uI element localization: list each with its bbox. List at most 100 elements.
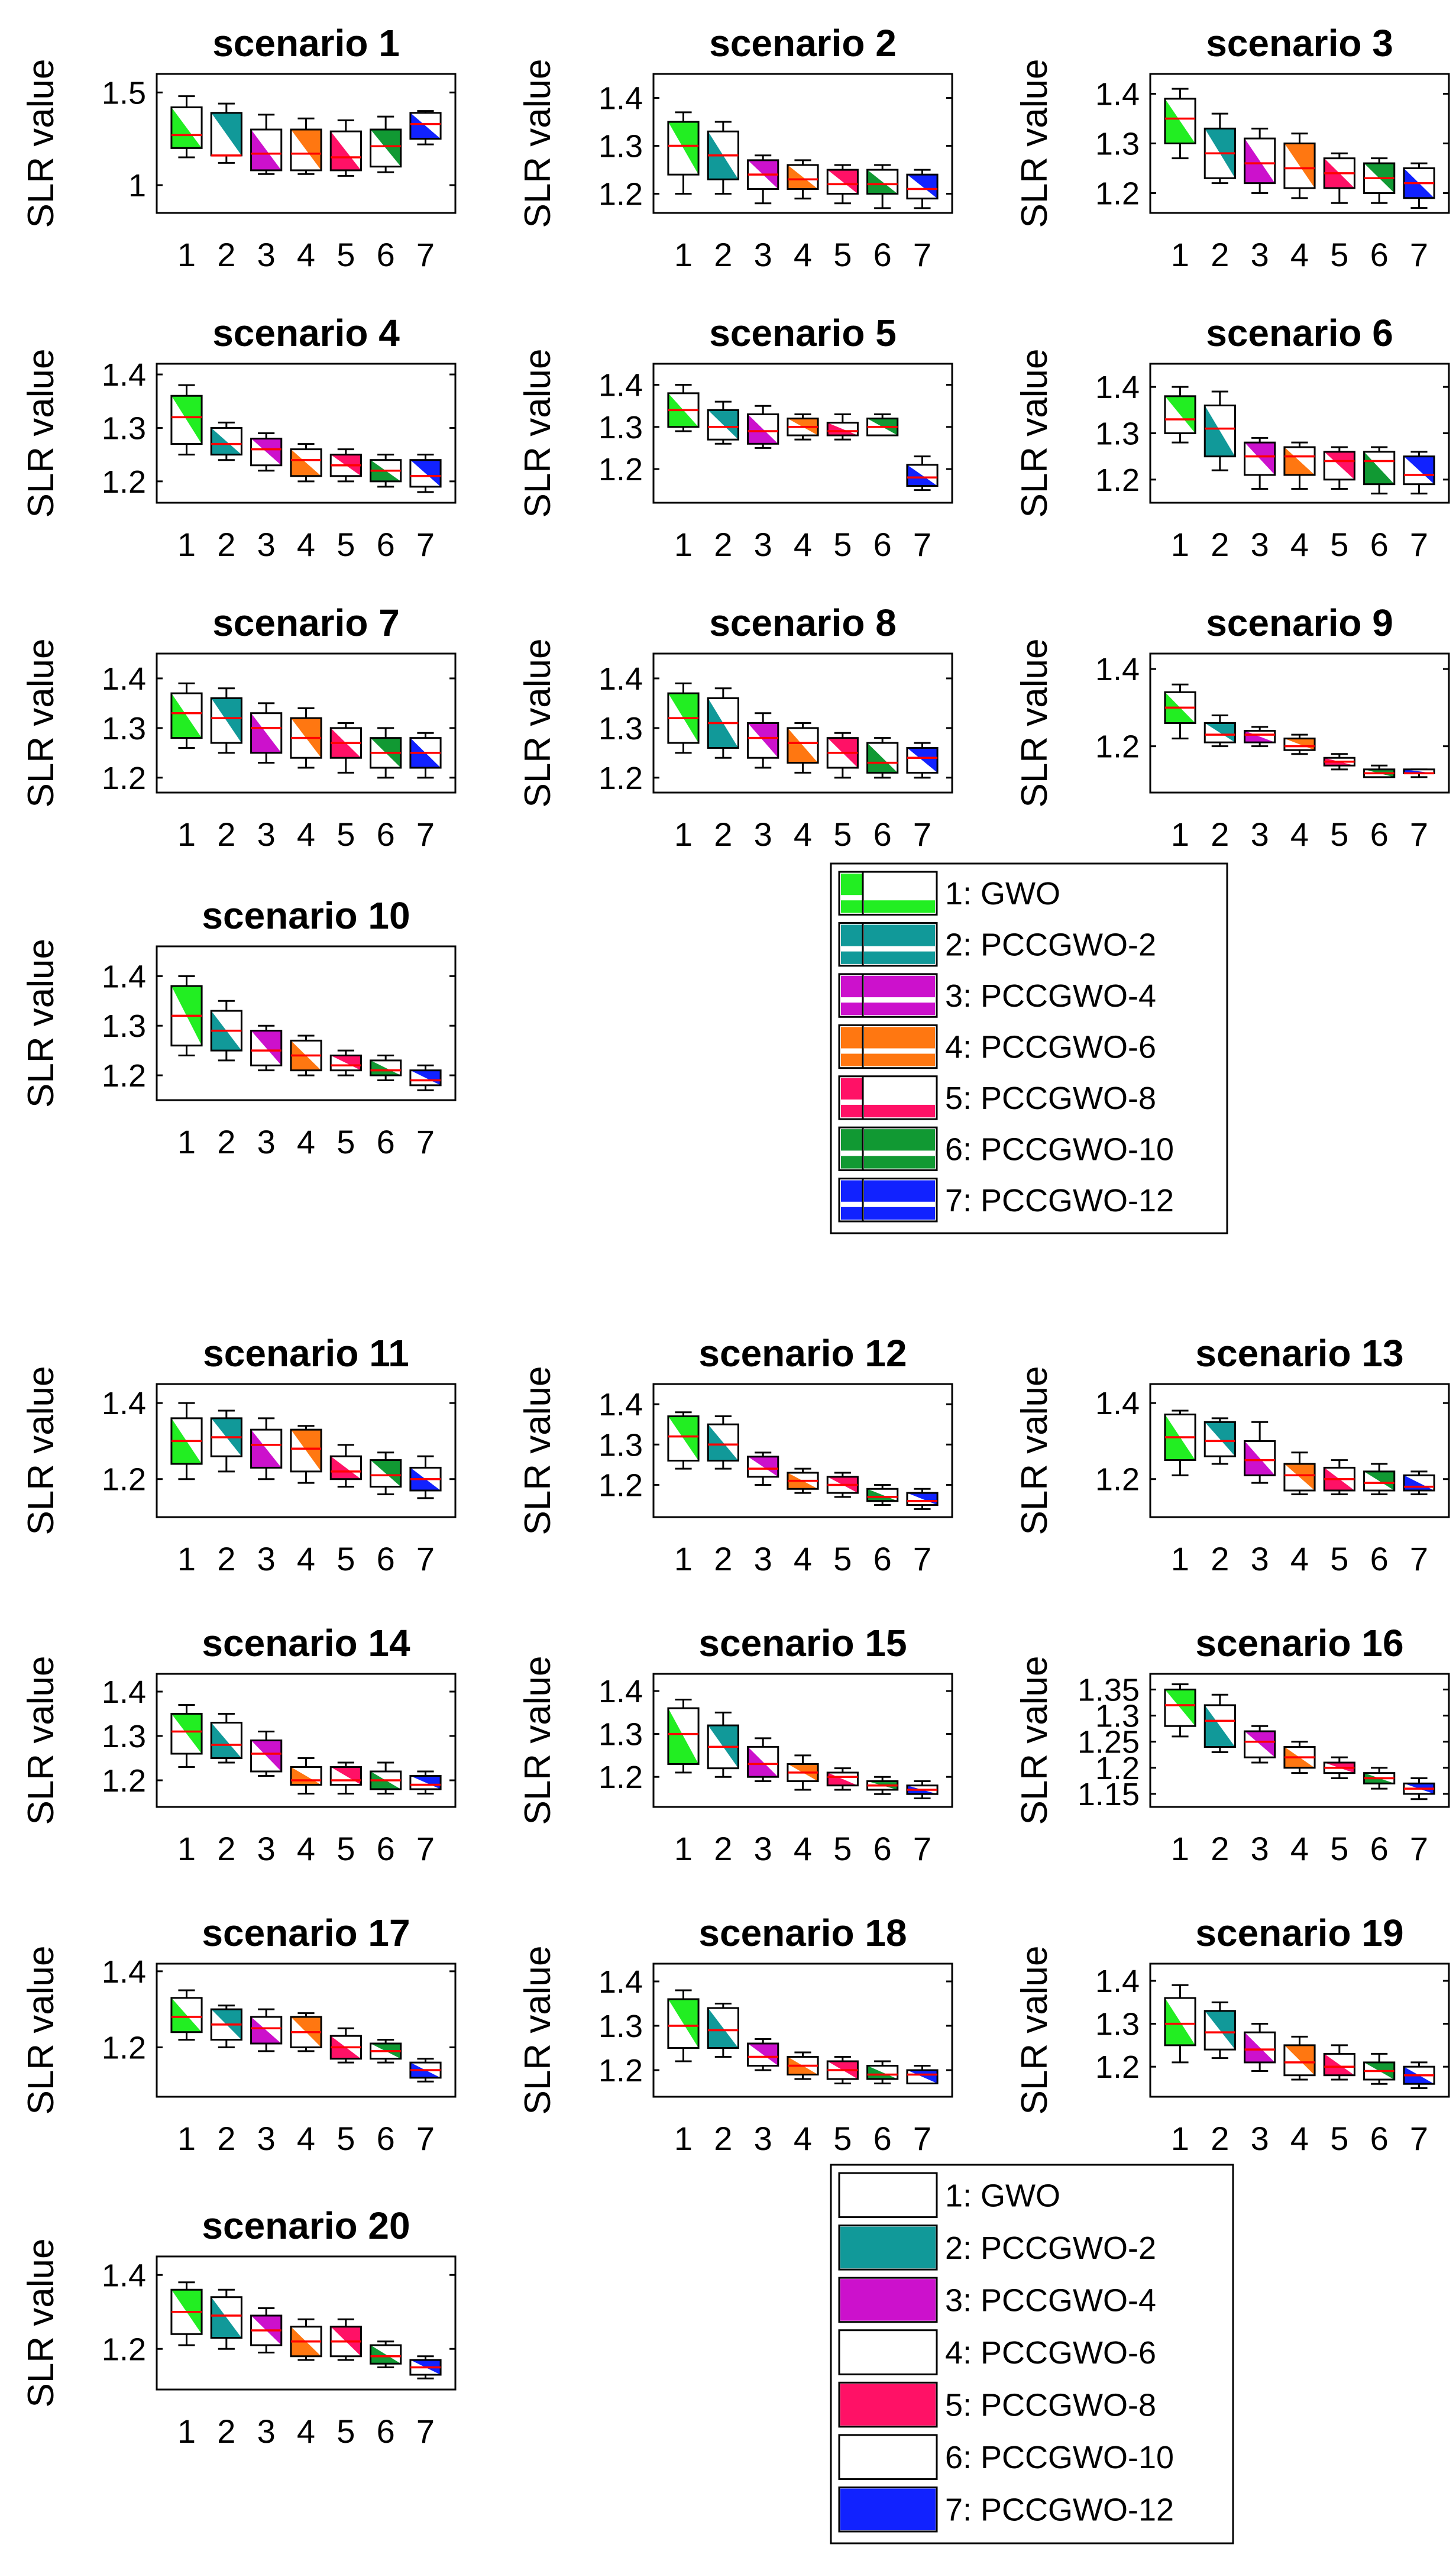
box-1 [667, 1989, 700, 2062]
box-7 [906, 1780, 939, 1799]
box-outline [250, 1030, 283, 1066]
x-tick-label: 7 [913, 1830, 931, 1867]
box-3 [250, 2008, 283, 2052]
x-tick-label: 7 [913, 816, 931, 853]
x-tick-label: 3 [754, 236, 772, 273]
box-fill [171, 396, 202, 444]
box-1 [667, 1699, 700, 1774]
box-3 [250, 1417, 283, 1480]
x-tick-label: 6 [377, 816, 395, 853]
y-tick-label: 1.3 [102, 410, 146, 446]
legend-label: 2: PCCGWO-2 [945, 2230, 1156, 2266]
box-4 [787, 1467, 819, 1494]
y-tick-label: 1.3 [1095, 2007, 1140, 2042]
box-4 [290, 707, 322, 769]
box-outline [170, 692, 203, 739]
legends: 1: GWO 2: PCCGWO-2 3: PCCGWO-4 4: PCCGWO-6 5… [830, 862, 1234, 2544]
y-axis-label: SLR value [21, 1945, 62, 2114]
x-tick-label: 7 [1410, 526, 1428, 563]
chart-panel: scenario 3 SLR value 1.2 1.3 1.4 1 2 3 4 5 6 7 [1014, 22, 1450, 273]
box-outline [667, 121, 700, 176]
legend-item: 7: PCCGWO-12 [838, 1178, 1174, 1223]
box-outline [906, 746, 939, 774]
x-tick-label: 2 [1211, 2120, 1229, 2157]
box-outline [906, 2069, 939, 2084]
box-7 [906, 742, 939, 779]
x-tick-label: 2 [217, 2120, 235, 2157]
box-fill [1205, 723, 1235, 743]
x-tick-label: 5 [833, 2120, 852, 2157]
box-fill [1324, 451, 1355, 480]
box-fill [1244, 1731, 1275, 1758]
y-tick-label: 1.4 [598, 368, 643, 403]
box-outline [170, 1713, 203, 1755]
box-outline [290, 1428, 322, 1473]
box-fill [211, 1722, 242, 1758]
legend-swatch-fill [841, 900, 862, 913]
y-tick-label: 1.2 [102, 2030, 146, 2065]
x-tick-label: 3 [257, 2413, 276, 2450]
y-tick-label: 1.4 [598, 1387, 643, 1422]
x-tick-label: 6 [377, 236, 395, 273]
box-fill [1244, 2032, 1275, 2062]
y-tick-label: 1.25 [1078, 1725, 1140, 1760]
box-outline [1164, 1997, 1196, 2046]
x-tick-label: 5 [833, 1540, 852, 1577]
x-tick-label: 3 [257, 1123, 276, 1160]
box-fill [1164, 98, 1196, 144]
box-outline [906, 173, 939, 200]
x-tick-label: 4 [794, 1830, 812, 1867]
box-fill [251, 1030, 282, 1066]
legend-swatch-fill [864, 1156, 935, 1169]
y-tick-label: 1.35 [1078, 1672, 1140, 1708]
box-fill [1324, 2054, 1355, 2075]
chart-panel: scenario 7 SLR value 1.2 1.3 1.4 1 2 3 4 5 6 7 [21, 602, 457, 853]
y-tick-label: 1.3 [598, 711, 643, 746]
legend-swatch-fill [864, 1207, 935, 1220]
legend-swatch-fill [864, 874, 935, 895]
x-tick-label: 6 [873, 526, 892, 563]
box-outline [210, 2296, 242, 2339]
chart-panel: scenario 19 SLR value 1.2 1.3 1.4 1 2 3 4 5 6 7 [1014, 1912, 1450, 2157]
chart-panel: scenario 2 SLR value 1.2 1.3 1.4 1 2 3 4 5 6 7 [517, 22, 953, 273]
box-fill [748, 1747, 778, 1777]
legend-swatch-fill [841, 1104, 862, 1118]
legend-swatch-fill [864, 900, 935, 913]
x-tick-label: 1 [674, 2120, 693, 2157]
box-5 [329, 448, 362, 483]
box-4 [290, 1034, 322, 1076]
box-outline [409, 459, 442, 488]
box-1 [1164, 683, 1196, 740]
y-tick-label: 1.3 [1095, 127, 1140, 162]
x-tick-label: 5 [337, 1830, 355, 1867]
x-tick-label: 6 [873, 816, 892, 853]
y-axis-label: SLR value [517, 1656, 558, 1825]
box-outline [1164, 1688, 1196, 1727]
box-fill [1244, 138, 1275, 183]
box-5 [329, 1444, 362, 1488]
box-fill [1284, 1747, 1315, 1768]
y-axis-label: SLR value [21, 2238, 62, 2407]
y-axis-label: SLR value [1014, 348, 1055, 518]
x-tick-label: 1 [674, 526, 693, 563]
box-outline [1203, 722, 1236, 743]
box-5 [329, 119, 362, 177]
box-3 [1244, 127, 1276, 194]
chart-title: scenario 18 [698, 1912, 907, 1954]
x-tick-label: 7 [1410, 236, 1428, 273]
box-fill [787, 728, 818, 763]
box-fill [787, 164, 818, 189]
box-fill [171, 107, 202, 148]
y-tick-label: 1.4 [1095, 652, 1140, 687]
x-tick-label: 7 [416, 1123, 435, 1160]
box-outline [1203, 1421, 1236, 1457]
box-7 [409, 110, 442, 146]
y-tick-label: 1.4 [598, 81, 643, 117]
box-fill [251, 2017, 282, 2044]
box-outline [826, 169, 859, 195]
legend-label: 6: PCCGWO-10 [945, 2440, 1174, 2475]
legend-swatch-fill [864, 1003, 935, 1016]
box-fill [668, 1708, 699, 1764]
box-1 [170, 95, 203, 159]
